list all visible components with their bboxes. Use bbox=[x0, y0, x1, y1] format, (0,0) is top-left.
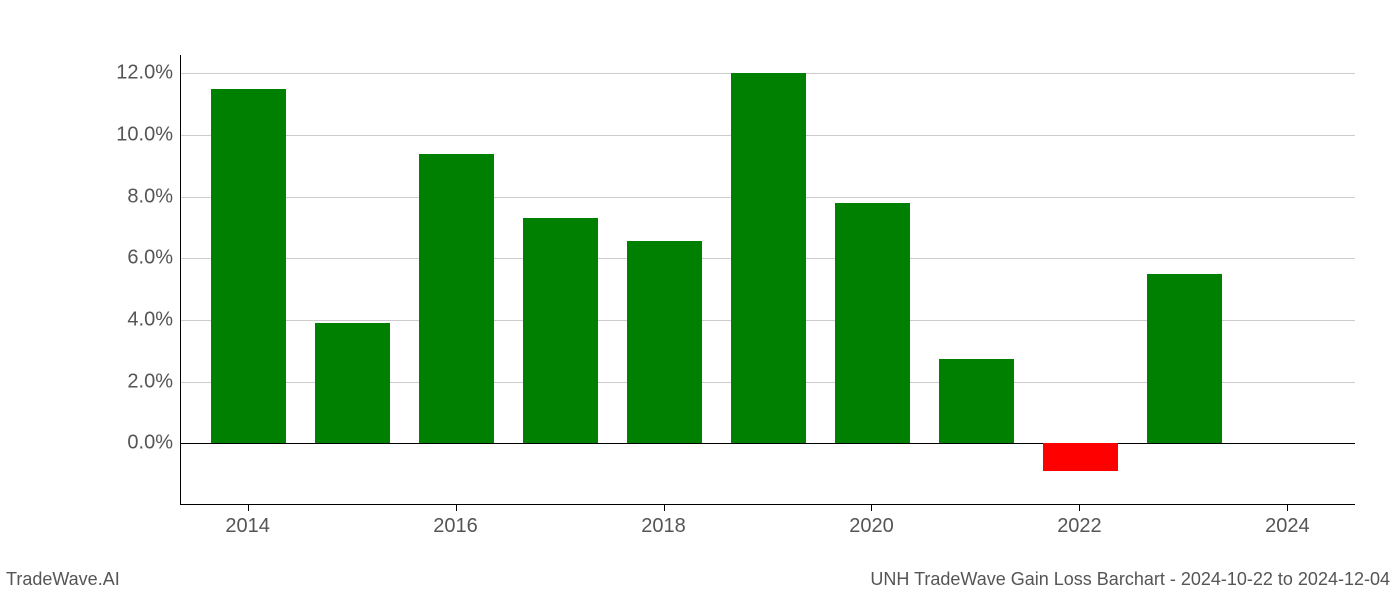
bar-2015 bbox=[315, 323, 390, 443]
bar-2021 bbox=[939, 359, 1014, 444]
bar-2016 bbox=[419, 154, 494, 444]
x-tick-mark bbox=[664, 505, 665, 511]
bar-2014 bbox=[211, 89, 286, 443]
bar-2022 bbox=[1043, 443, 1118, 471]
y-tick-label: 2.0% bbox=[93, 370, 173, 393]
y-tick-label: 6.0% bbox=[93, 247, 173, 270]
x-tick-label: 2020 bbox=[849, 515, 894, 538]
y-tick-label: 10.0% bbox=[93, 124, 173, 147]
footer-left-label: TradeWave.AI bbox=[6, 569, 120, 590]
bar-2017 bbox=[523, 218, 598, 443]
bar-2023 bbox=[1147, 274, 1222, 444]
y-tick-label: 12.0% bbox=[93, 62, 173, 85]
x-tick-label: 2018 bbox=[641, 515, 686, 538]
bar-2020 bbox=[835, 203, 910, 443]
plot-area bbox=[180, 55, 1355, 505]
bar-2019 bbox=[731, 73, 806, 443]
x-tick-mark bbox=[1079, 505, 1080, 511]
x-tick-mark bbox=[1287, 505, 1288, 511]
bar-2018 bbox=[627, 241, 702, 443]
x-tick-label: 2014 bbox=[225, 515, 270, 538]
x-tick-label: 2024 bbox=[1265, 515, 1310, 538]
x-tick-label: 2022 bbox=[1057, 515, 1102, 538]
x-tick-label: 2016 bbox=[433, 515, 478, 538]
chart-container: 0.0%2.0%4.0%6.0%8.0%10.0%12.0%2014201620… bbox=[105, 55, 1365, 505]
x-tick-mark bbox=[248, 505, 249, 511]
y-tick-label: 0.0% bbox=[93, 432, 173, 455]
y-tick-label: 4.0% bbox=[93, 309, 173, 332]
x-tick-mark bbox=[456, 505, 457, 511]
y-tick-label: 8.0% bbox=[93, 185, 173, 208]
footer-right-label: UNH TradeWave Gain Loss Barchart - 2024-… bbox=[870, 569, 1390, 590]
x-tick-mark bbox=[871, 505, 872, 511]
zero-line bbox=[181, 443, 1355, 444]
